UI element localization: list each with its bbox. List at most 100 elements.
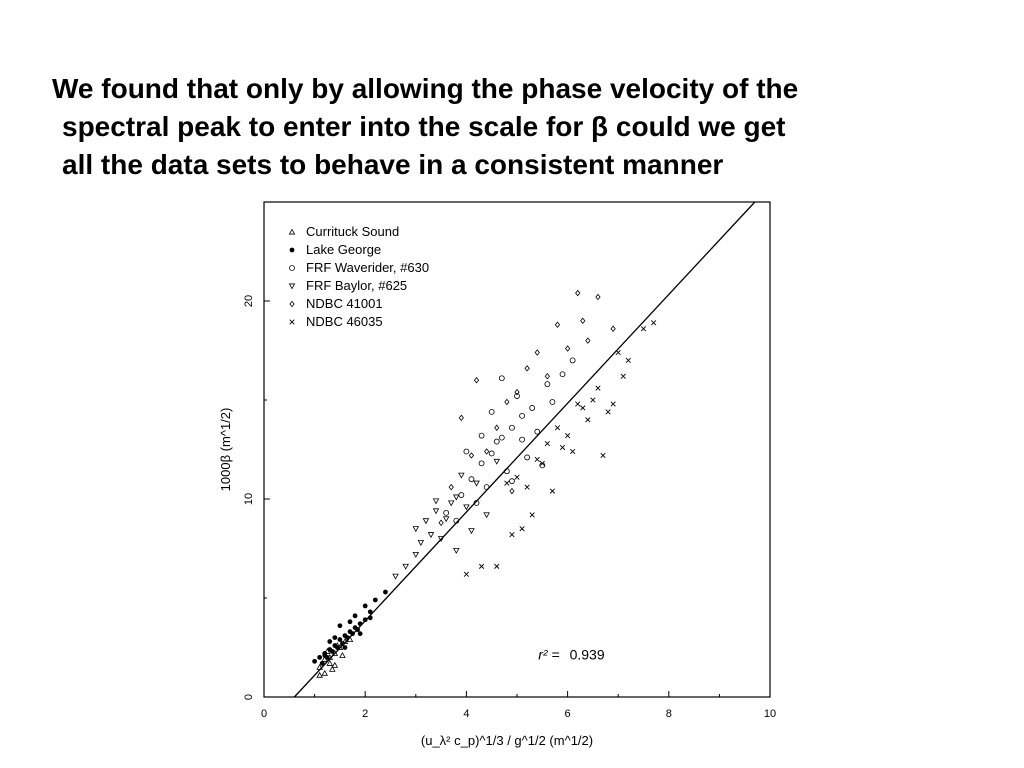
data-point xyxy=(585,337,591,344)
data-point xyxy=(437,536,445,543)
data-point xyxy=(321,669,328,676)
data-point xyxy=(514,474,520,480)
data-point xyxy=(367,615,373,621)
data-point xyxy=(458,492,465,498)
data-point xyxy=(483,484,490,491)
data-point xyxy=(488,450,495,457)
data-point xyxy=(352,613,358,619)
data-point xyxy=(447,500,455,507)
data-point xyxy=(372,597,378,603)
data-point xyxy=(509,478,515,485)
data-point xyxy=(640,326,647,332)
data-point xyxy=(458,414,464,422)
data-point xyxy=(549,399,556,405)
data-point xyxy=(534,349,540,356)
data-point xyxy=(347,619,353,625)
data-point xyxy=(504,398,510,406)
data-point xyxy=(534,456,540,463)
data-point xyxy=(478,460,485,467)
legend-marker xyxy=(289,319,295,325)
data-point xyxy=(494,563,500,569)
data-point xyxy=(559,444,566,451)
slide-text: We found that only by allowing the phase… xyxy=(52,70,992,184)
data-point xyxy=(580,317,586,325)
data-point xyxy=(334,645,340,650)
y-tick-label: 0 xyxy=(243,694,255,700)
legend-label: NDBC 46035 xyxy=(306,314,383,329)
data-point xyxy=(539,460,545,466)
data-point xyxy=(438,519,444,527)
data-point xyxy=(595,293,601,301)
data-point xyxy=(534,428,541,435)
data-point xyxy=(357,621,363,627)
data-point xyxy=(519,436,525,443)
legend-marker xyxy=(288,228,296,235)
data-point xyxy=(367,609,373,615)
data-point xyxy=(319,660,325,666)
slide-text-line-2: spectral peak to enter into the scale fo… xyxy=(62,111,786,142)
data-point xyxy=(345,635,350,640)
y-tick-label: 20 xyxy=(243,295,255,307)
data-point xyxy=(509,424,515,431)
fit-line xyxy=(293,201,756,698)
data-point xyxy=(519,526,525,532)
data-point xyxy=(468,476,475,483)
data-point xyxy=(468,452,475,459)
data-point xyxy=(316,671,323,678)
scatter-chart: Currituck Sound Lake George FRF Waverider,… xyxy=(218,201,776,748)
data-point xyxy=(350,631,355,637)
data-point xyxy=(590,397,596,403)
data-point xyxy=(503,468,510,475)
data-point xyxy=(341,638,349,645)
data-point xyxy=(442,516,450,523)
data-point xyxy=(509,487,515,495)
data-point xyxy=(316,663,323,670)
data-point xyxy=(519,412,525,419)
data-point xyxy=(473,376,480,384)
data-point xyxy=(463,448,470,455)
data-point xyxy=(554,425,561,431)
data-point xyxy=(417,540,425,546)
data-point xyxy=(427,532,435,539)
data-point xyxy=(329,665,336,672)
data-point xyxy=(327,639,333,644)
data-point xyxy=(355,627,361,633)
data-point xyxy=(339,651,346,658)
legend-label: FRF Baylor, #625 xyxy=(306,278,407,293)
data-point xyxy=(312,658,317,664)
data-point xyxy=(575,401,581,407)
data-point xyxy=(580,405,586,411)
data-point xyxy=(337,623,343,629)
legend-label: FRF Waverider, #630 xyxy=(306,260,429,275)
data-point xyxy=(443,509,450,516)
legend-marker xyxy=(289,300,295,308)
legend-marker xyxy=(289,247,295,253)
data-point xyxy=(342,645,348,650)
x-tick-label: 6 xyxy=(565,708,571,720)
y-axis-label: 1000β (m^1/2) xyxy=(218,408,233,492)
data-point xyxy=(463,504,470,511)
data-point xyxy=(498,375,505,382)
data-point xyxy=(432,498,440,505)
data-point xyxy=(412,526,420,533)
data-point xyxy=(432,508,440,515)
data-point xyxy=(448,483,454,491)
data-point xyxy=(453,517,460,524)
data-point xyxy=(524,454,531,461)
data-point xyxy=(484,448,490,455)
x-tick-label: 0 xyxy=(261,708,267,720)
data-point xyxy=(357,631,363,637)
x-tick-label: 2 xyxy=(362,708,368,720)
y-tick-label: 10 xyxy=(243,493,255,505)
data-point xyxy=(575,289,581,297)
plot-frame xyxy=(263,201,771,698)
data-point xyxy=(322,653,328,658)
data-point xyxy=(362,603,368,609)
x-axis-label: (u_λ² c_p)^1/3 / g^1/2 (m^1/2) xyxy=(421,733,593,748)
data-point xyxy=(651,320,657,326)
data-point xyxy=(524,365,530,372)
data-point xyxy=(402,563,409,570)
data-point xyxy=(473,480,480,487)
data-point xyxy=(478,432,485,439)
data-point xyxy=(422,518,430,525)
